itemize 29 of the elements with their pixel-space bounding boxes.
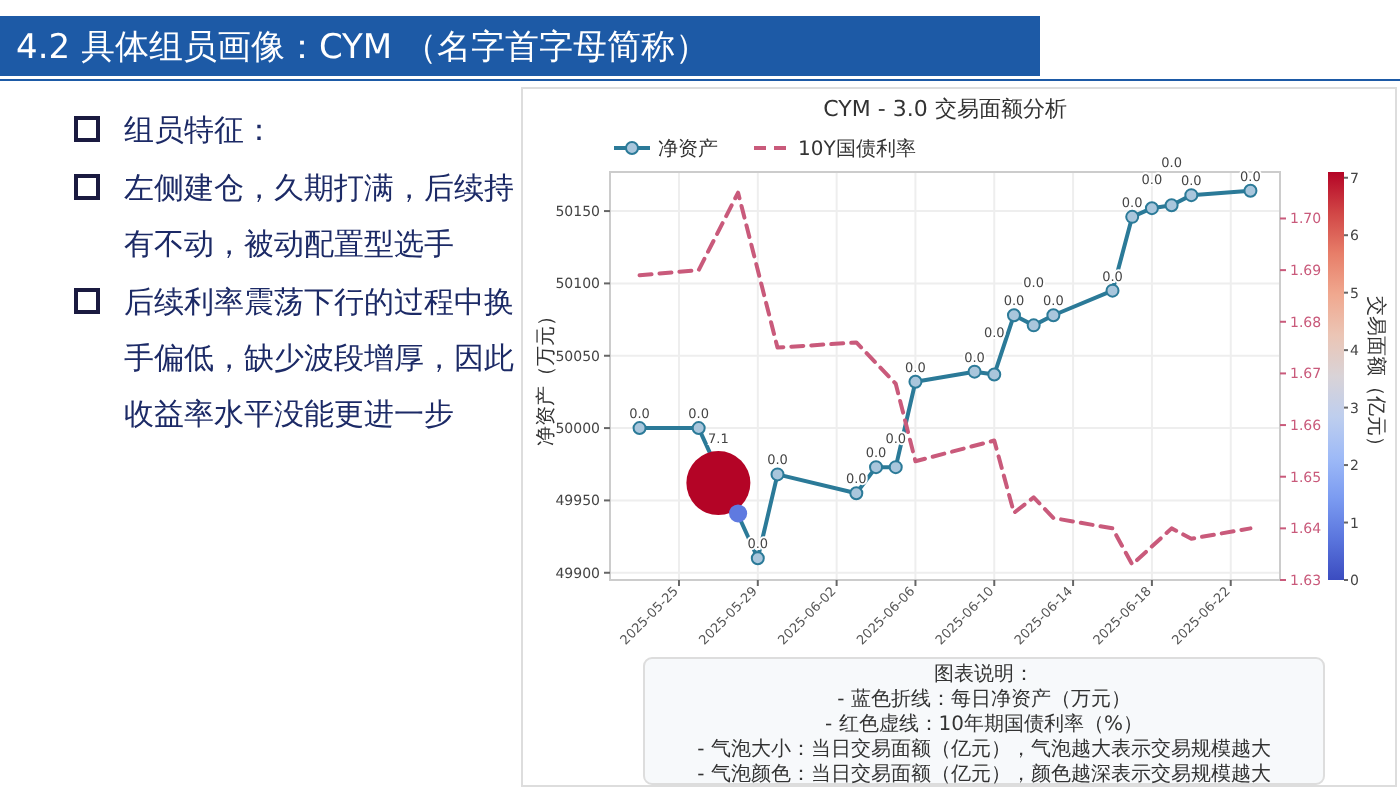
point bbox=[1026, 318, 1041, 333]
text: 4.2 具体组员画像：CYM （名字首字母简称） bbox=[16, 28, 709, 68]
point bbox=[750, 551, 765, 566]
point bbox=[1006, 308, 1021, 323]
point bbox=[908, 374, 923, 389]
text: 图表说明： - 蓝色折线：每日净资产（万元） - 红色虚线：10年期国债利率（%） - 气泡大小：当日交易面额（亿元），气泡越大表示交易规模越大 - 气泡颜色：当日交易面额（亿元），颜色越深表示交易规模越大 bbox=[697, 662, 1271, 786]
point bbox=[987, 367, 1002, 382]
point bbox=[691, 421, 706, 436]
text: 组员特征： bbox=[124, 112, 274, 148]
point bbox=[888, 460, 903, 475]
point bbox=[1125, 209, 1140, 224]
point bbox=[1046, 308, 1061, 323]
point bbox=[632, 421, 647, 436]
point bbox=[1184, 188, 1199, 203]
point bbox=[1105, 283, 1120, 298]
point bbox=[849, 486, 864, 501]
point bbox=[1144, 201, 1159, 216]
legend-label: 10Y国债利率 bbox=[798, 137, 916, 161]
color-bar-title: 交易面额（亿元） bbox=[1364, 296, 1388, 456]
point bbox=[967, 364, 982, 379]
point bbox=[1164, 198, 1179, 213]
text: 左侧建仓，久期打满，后续持有不动，被动配置型选手 bbox=[124, 170, 514, 262]
y-axis-title: 净资产（万元） bbox=[534, 306, 558, 446]
point bbox=[770, 467, 785, 482]
point bbox=[1243, 183, 1258, 198]
text: 后续利率震荡下行的过程中换手偏低，缺少波段增厚，因此收益率水平没能更进一步 bbox=[124, 284, 514, 432]
point bbox=[869, 460, 884, 475]
chart-title: CYM - 3.0 交易面额分析 bbox=[823, 96, 1067, 122]
legend-label: 净资产 bbox=[658, 137, 718, 161]
